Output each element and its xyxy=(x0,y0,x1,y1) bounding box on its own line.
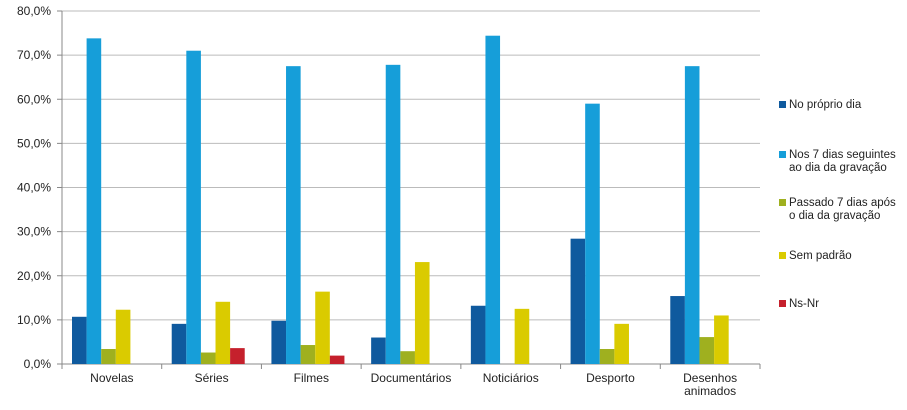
bar xyxy=(371,337,386,364)
bar xyxy=(614,323,629,364)
legend-label: Passado 7 dias após o dia da gravação xyxy=(789,197,896,222)
bar xyxy=(230,348,245,364)
x-category-label: Desporto xyxy=(586,371,635,385)
legend-label: Sem padrão xyxy=(789,250,852,262)
legend-swatch xyxy=(779,252,786,259)
legend-swatch xyxy=(779,300,786,307)
bar xyxy=(585,103,600,364)
bar xyxy=(115,309,131,364)
x-category-label: Noticiários xyxy=(483,371,539,385)
y-tick-label: 80,0% xyxy=(17,4,51,18)
bar xyxy=(570,238,586,364)
bar xyxy=(200,352,216,364)
bar xyxy=(514,308,530,364)
bar xyxy=(414,262,430,364)
legend-swatch xyxy=(779,199,786,206)
x-category-label: Novelas xyxy=(90,371,133,385)
bar xyxy=(315,291,330,364)
bar xyxy=(101,348,116,364)
bar xyxy=(171,323,187,364)
y-tick-label: 70,0% xyxy=(17,48,51,62)
legend-label: Ns-Nr xyxy=(789,298,819,310)
bar xyxy=(670,296,685,364)
x-category-label: Filmes xyxy=(294,371,329,385)
y-tick-label: 40,0% xyxy=(17,181,51,195)
bar xyxy=(271,320,287,364)
y-tick-label: 10,0% xyxy=(17,313,51,327)
bar xyxy=(86,38,102,365)
legend-swatch xyxy=(779,151,786,158)
bar xyxy=(72,316,87,364)
legend-label: Nos 7 dias seguintes ao dia da gravação xyxy=(789,149,896,174)
legend-label: No próprio dia xyxy=(789,99,862,111)
y-tick-label: 0,0% xyxy=(24,357,52,371)
axes xyxy=(57,10,761,369)
y-tick-label: 20,0% xyxy=(17,269,51,283)
bars xyxy=(72,35,729,365)
bar xyxy=(485,35,501,365)
y-tick-label: 50,0% xyxy=(17,136,51,150)
axis-labels: 0,0% 10,0% 20,0% 30,0% 40,0% 50,0% 60,0% 70,0% 8… xyxy=(17,4,737,398)
x-category-label: Documentários xyxy=(371,371,452,385)
bar xyxy=(286,66,301,364)
bar xyxy=(186,50,201,365)
bar xyxy=(699,337,715,364)
gridlines xyxy=(62,10,760,321)
bar xyxy=(385,64,401,365)
bar xyxy=(599,348,615,364)
bar xyxy=(329,355,345,364)
legend: No próprio dia Nos 7 dias seguintes ao dia… xyxy=(779,99,896,310)
y-tick-label: 30,0% xyxy=(17,225,51,239)
bar xyxy=(215,301,231,364)
x-category-label: Desenhos animados xyxy=(683,371,737,398)
legend-swatch xyxy=(779,101,786,108)
y-tick-label: 60,0% xyxy=(17,92,51,106)
x-category-label: Séries xyxy=(195,371,229,385)
bar xyxy=(684,66,700,364)
bar xyxy=(714,315,729,364)
bar xyxy=(400,351,415,364)
bar xyxy=(470,305,486,364)
bar xyxy=(300,345,316,364)
